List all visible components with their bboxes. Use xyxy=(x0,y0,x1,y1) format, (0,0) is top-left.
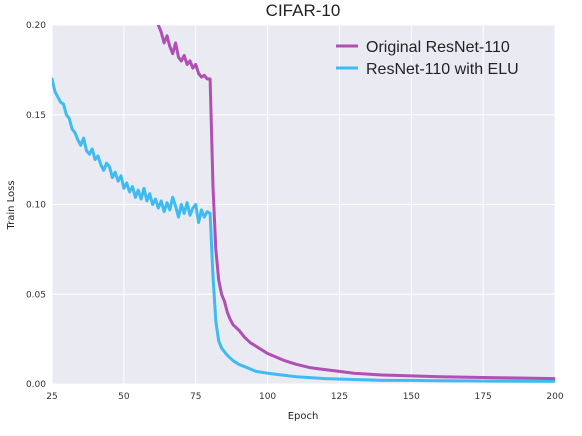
x-tick-label: 25 xyxy=(46,392,57,402)
y-tick-label: 0.05 xyxy=(26,290,46,300)
series-line-0 xyxy=(156,25,555,381)
x-tick-label: 75 xyxy=(190,392,201,402)
series-layer xyxy=(52,25,555,383)
legend: Original ResNet-110 ResNet-110 with ELU xyxy=(336,39,519,78)
x-axis-label: Epoch xyxy=(288,411,319,422)
legend-label-1: ResNet-110 with ELU xyxy=(366,61,519,78)
x-tick-label: 100 xyxy=(259,392,276,402)
y-tick-label: 0.00 xyxy=(26,380,46,390)
y-tick-label: 0.10 xyxy=(26,201,46,211)
series-line-1 xyxy=(52,77,555,383)
x-tick-label: 125 xyxy=(331,392,348,402)
x-tick-labels: 25 50 75 100 125 150 175 200 xyxy=(46,392,564,402)
x-tick-label: 200 xyxy=(546,392,563,402)
y-tick-labels: 0.00 0.05 0.10 0.15 0.20 xyxy=(26,21,46,390)
legend-label-0: Original ResNet-110 xyxy=(366,39,510,56)
x-tick-label: 175 xyxy=(475,392,492,402)
x-tick-label: 150 xyxy=(403,392,420,402)
y-tick-label: 0.20 xyxy=(26,21,46,31)
y-tick-label: 0.15 xyxy=(26,111,46,121)
y-axis-label: Train Loss xyxy=(6,180,17,230)
x-tick-label: 50 xyxy=(118,392,130,402)
chart-title: CIFAR-10 xyxy=(266,1,341,20)
